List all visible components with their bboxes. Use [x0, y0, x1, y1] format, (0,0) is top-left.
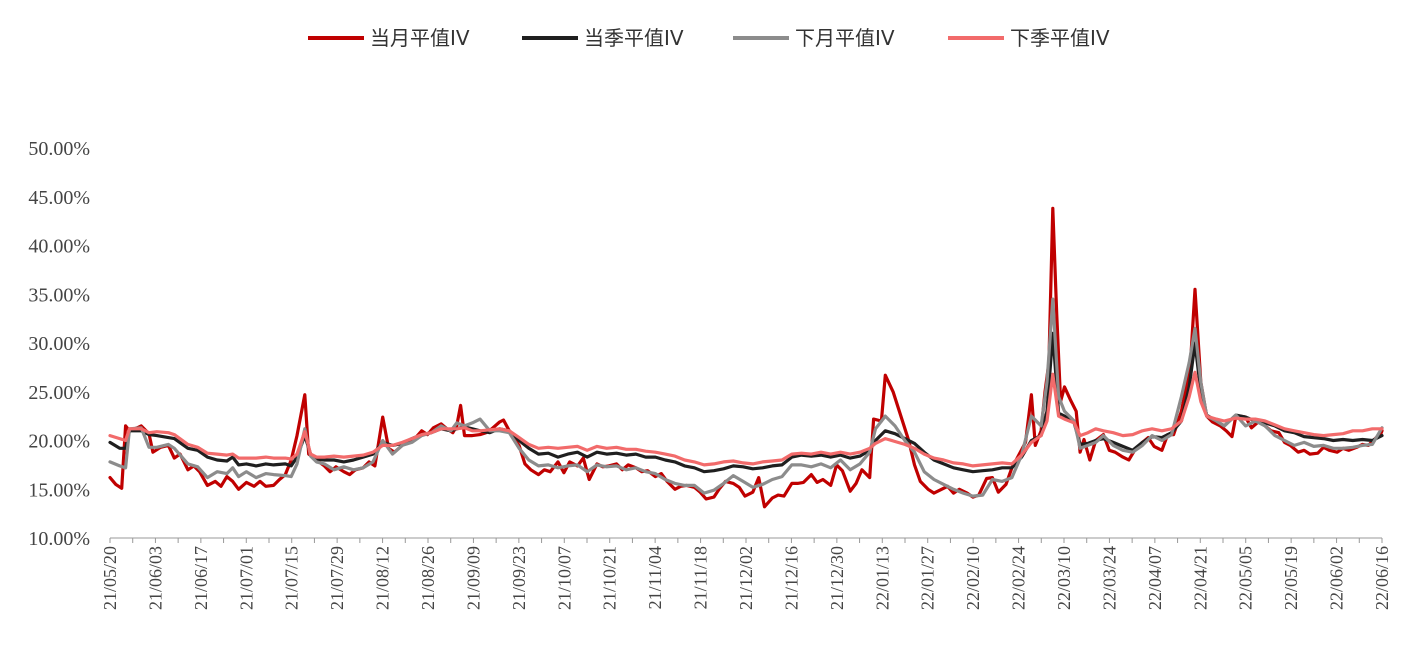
legend: 当月平值IV 当季平值IV 下月平值IV 下季平值IV [308, 26, 1110, 50]
x-tick-label: 21/12/16 [781, 546, 801, 610]
x-tick-label: 21/07/15 [282, 546, 302, 610]
y-tick-label: 25.00% [28, 382, 90, 404]
x-tick-label: 22/03/10 [1054, 546, 1074, 610]
x-tick-label: 22/01/13 [872, 546, 892, 610]
x-tick-label: 21/07/29 [327, 546, 347, 610]
x-tick-label: 22/06/02 [1327, 546, 1347, 610]
x-tick-label: 22/01/27 [918, 546, 938, 610]
series-line-4 [108, 370, 1384, 468]
x-axis: 21/05/20 21/06/03 21/06/17 21/07/01 21/07/15… [100, 537, 1392, 610]
x-tick-label: 21/12/30 [827, 546, 847, 610]
plot-area [108, 206, 1384, 509]
y-axis: 10.00% 15.00% 20.00% 25.00% 30.00% 35.00% 40.0… [28, 138, 90, 550]
x-tick-label: 21/06/17 [191, 546, 211, 610]
x-tick-label: 21/10/07 [554, 546, 574, 610]
legend-label: 下季平值IV [1010, 26, 1110, 50]
x-tick-label: 22/04/21 [1190, 546, 1210, 610]
legend-label: 下月平值IV [795, 26, 895, 50]
x-tick-label: 21/08/26 [418, 546, 438, 610]
x-tick-label: 22/05/05 [1236, 546, 1256, 610]
legend-label: 当月平值IV [370, 26, 470, 50]
y-tick-label: 50.00% [28, 138, 90, 160]
x-tick-label: 21/05/20 [100, 546, 120, 610]
x-tick-label: 22/06/16 [1372, 546, 1392, 610]
x-tick-label: 21/10/21 [600, 546, 620, 610]
x-tick-label: 22/03/24 [1099, 546, 1119, 610]
x-tick-label: 21/11/18 [691, 546, 711, 609]
x-tick-label: 21/09/09 [463, 546, 483, 610]
x-tick-label: 21/08/12 [373, 546, 393, 610]
y-tick-label: 20.00% [28, 431, 90, 453]
x-tick-label: 21/11/04 [645, 546, 665, 609]
y-tick-label: 15.00% [28, 479, 90, 501]
legend-label: 当季平值IV [584, 26, 684, 50]
y-tick-label: 30.00% [28, 333, 90, 355]
x-tick-label: 22/02/24 [1009, 546, 1029, 610]
y-tick-label: 10.00% [28, 528, 90, 550]
y-tick-label: 40.00% [28, 236, 90, 258]
series-line-1 [108, 206, 1384, 509]
x-tick-label: 22/05/19 [1281, 546, 1301, 610]
x-tick-label: 22/04/07 [1145, 546, 1165, 610]
x-tick-label: 21/07/01 [236, 546, 256, 610]
x-tick-label: 22/02/10 [963, 546, 983, 610]
x-tick-label: 21/12/02 [736, 546, 756, 610]
y-tick-label: 45.00% [28, 187, 90, 209]
y-tick-label: 35.00% [28, 284, 90, 306]
x-tick-label: 21/06/03 [145, 546, 165, 610]
x-tick-label: 21/09/23 [509, 546, 529, 610]
